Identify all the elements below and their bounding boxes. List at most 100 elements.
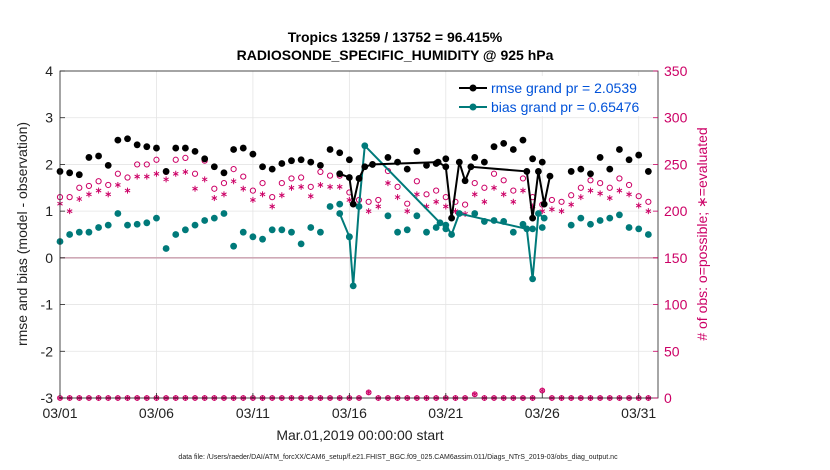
y-tick-label-3: 0 bbox=[45, 250, 53, 266]
rmse-connected-series-point-11 bbox=[467, 163, 475, 171]
obs-evaluated-point-30 bbox=[346, 196, 353, 203]
bias-connected-series bbox=[336, 142, 548, 290]
y-right-tick-label-2: 100 bbox=[664, 297, 688, 313]
obs-possible-point-18 bbox=[230, 166, 237, 173]
obs-possible-point-9 bbox=[143, 161, 150, 168]
rmse-series-point-26 bbox=[307, 158, 315, 166]
y-right-tick-label-0: 0 bbox=[664, 390, 672, 406]
y-tick-label-2: -1 bbox=[41, 297, 54, 313]
obs-evaluated-point-60 bbox=[635, 202, 642, 209]
obs-possible-point-45 bbox=[490, 170, 498, 177]
obs-evaluated-point-19 bbox=[240, 185, 247, 192]
obs-possible-point-53 bbox=[568, 192, 575, 199]
y-axis-right-label: # of obs: o=possible; ∗=evaluated bbox=[694, 127, 710, 340]
bias-series-point-12 bbox=[172, 231, 180, 238]
plot-frame bbox=[59, 70, 659, 399]
bias-connected-series-point-7 bbox=[448, 231, 455, 238]
obs-possible-point-23 bbox=[278, 180, 285, 187]
bias-connected-series-point-4 bbox=[361, 142, 369, 150]
obs-evaluated-point-3 bbox=[86, 191, 92, 198]
bias-series-point-9 bbox=[143, 219, 151, 227]
rmse-connected-series-point-14 bbox=[535, 168, 542, 175]
rmse-series-point-56 bbox=[596, 154, 604, 161]
legend-bias-label: bias grand pr = 0.65476 bbox=[491, 99, 639, 115]
rmse-series-point-24 bbox=[288, 157, 295, 165]
obs-possible-point-46 bbox=[500, 177, 507, 184]
obs-possible-point-25 bbox=[298, 174, 305, 181]
rmse-connected-series-point-7 bbox=[442, 163, 450, 171]
x-axis: 03/01 03/06 03/11 03/16 03/21 03/26 03/31 bbox=[42, 393, 656, 421]
obs-possible-point-47 bbox=[510, 187, 517, 194]
bias-series-point-10 bbox=[153, 214, 160, 222]
chart-subtitle: RADIOSONDE_SPECIFIC_HUMIDITY @ 925 hPa bbox=[237, 47, 554, 63]
obs-possible-point-3 bbox=[85, 182, 93, 190]
bias-connected-series-point-0 bbox=[336, 210, 344, 217]
bias-series-point-49 bbox=[529, 225, 537, 233]
obs-evaluated-point-24 bbox=[288, 184, 295, 191]
plot-area bbox=[60, 71, 658, 398]
obs-possible-point-48 bbox=[519, 175, 527, 182]
rmse-connected-series-point-13 bbox=[529, 214, 537, 222]
obs-evaluated-point-1 bbox=[66, 208, 73, 215]
rmse-series bbox=[56, 135, 652, 179]
legend-bias-marker bbox=[469, 103, 477, 111]
rmse-connected-series-point-16 bbox=[546, 172, 554, 180]
rmse-connected-series-point-9 bbox=[455, 158, 463, 166]
obs-evaluated-point-26 bbox=[307, 193, 314, 200]
obs-evaluated-point-61 bbox=[645, 208, 652, 215]
rmse-series-point-30 bbox=[345, 156, 353, 164]
rmse-series-point-6 bbox=[114, 136, 122, 144]
y-right-tick-label-4: 200 bbox=[664, 203, 688, 219]
bias-series-point-26 bbox=[307, 224, 315, 231]
rmse-series-point-48 bbox=[519, 136, 527, 144]
rmse-series-point-13 bbox=[181, 144, 189, 152]
rmse-series-point-17 bbox=[220, 169, 228, 177]
rmse-series-point-29 bbox=[336, 149, 344, 157]
rmse-series-point-25 bbox=[297, 156, 305, 164]
obs-possible-point-52 bbox=[558, 198, 565, 205]
obs-evaluated-point-16 bbox=[211, 195, 218, 202]
bias-series-point-3 bbox=[85, 228, 93, 236]
bias-connected-series-point-6 bbox=[442, 221, 450, 229]
y-tick-label-1: -2 bbox=[41, 343, 54, 359]
obs-bottom-evaluated-50 bbox=[539, 387, 545, 394]
y-axis-left: -3 -2 -1 0 1 2 3 4 bbox=[41, 63, 65, 406]
obs-possible-point-51 bbox=[548, 196, 556, 204]
rmse-connected-series-point-4 bbox=[361, 163, 369, 171]
rmse-connected-series-point-1 bbox=[345, 174, 353, 181]
obs-evaluated-point-6 bbox=[115, 181, 121, 188]
bias-connected-series-point-11 bbox=[535, 210, 542, 217]
footnote: data file: /Users/raeder/DAI/ATM_forcXX/… bbox=[178, 454, 618, 461]
y-tick-label-4: 1 bbox=[45, 203, 53, 219]
obs-evaluated-point-33 bbox=[375, 203, 382, 210]
bias-series-point-5 bbox=[104, 221, 112, 229]
obs-possible-point-36 bbox=[404, 200, 411, 207]
obs-possible-point-28 bbox=[326, 172, 334, 179]
obs-evaluated-point-11 bbox=[163, 176, 169, 183]
obs-evaluated-point-57 bbox=[606, 195, 613, 202]
rmse-connected-series-point-15 bbox=[540, 200, 548, 208]
bias-series-point-21 bbox=[259, 235, 266, 243]
x-tick-label-2: 03/11 bbox=[236, 405, 270, 421]
rmse-series-point-61 bbox=[644, 168, 652, 175]
bias-series-point-27 bbox=[317, 228, 324, 236]
obs-possible-point-10 bbox=[153, 156, 160, 163]
bias-series-point-22 bbox=[268, 226, 276, 234]
obs-possible-point-39 bbox=[433, 187, 440, 194]
obs-possible-point-14 bbox=[191, 170, 199, 177]
bias-series-point-37 bbox=[413, 212, 421, 220]
bias-series-point-43 bbox=[471, 210, 479, 217]
bias-series-point-14 bbox=[191, 221, 199, 229]
x-tick-label-4: 03/21 bbox=[428, 405, 463, 421]
x-axis-label: Mar.01,2019 00:00:00 start bbox=[276, 427, 443, 443]
rmse-series-point-18 bbox=[230, 146, 238, 153]
obs-evaluated-point-45 bbox=[491, 184, 497, 191]
rmse-series-point-54 bbox=[577, 165, 585, 173]
bias-series-point-35 bbox=[394, 228, 401, 236]
obs-evaluated-point-23 bbox=[278, 192, 285, 199]
obs-possible-point-24 bbox=[288, 175, 295, 182]
obs-evaluated-point-32 bbox=[365, 208, 372, 215]
y-right-tick-label-7: 350 bbox=[664, 63, 688, 79]
y-tick-label-0: -3 bbox=[41, 390, 54, 406]
